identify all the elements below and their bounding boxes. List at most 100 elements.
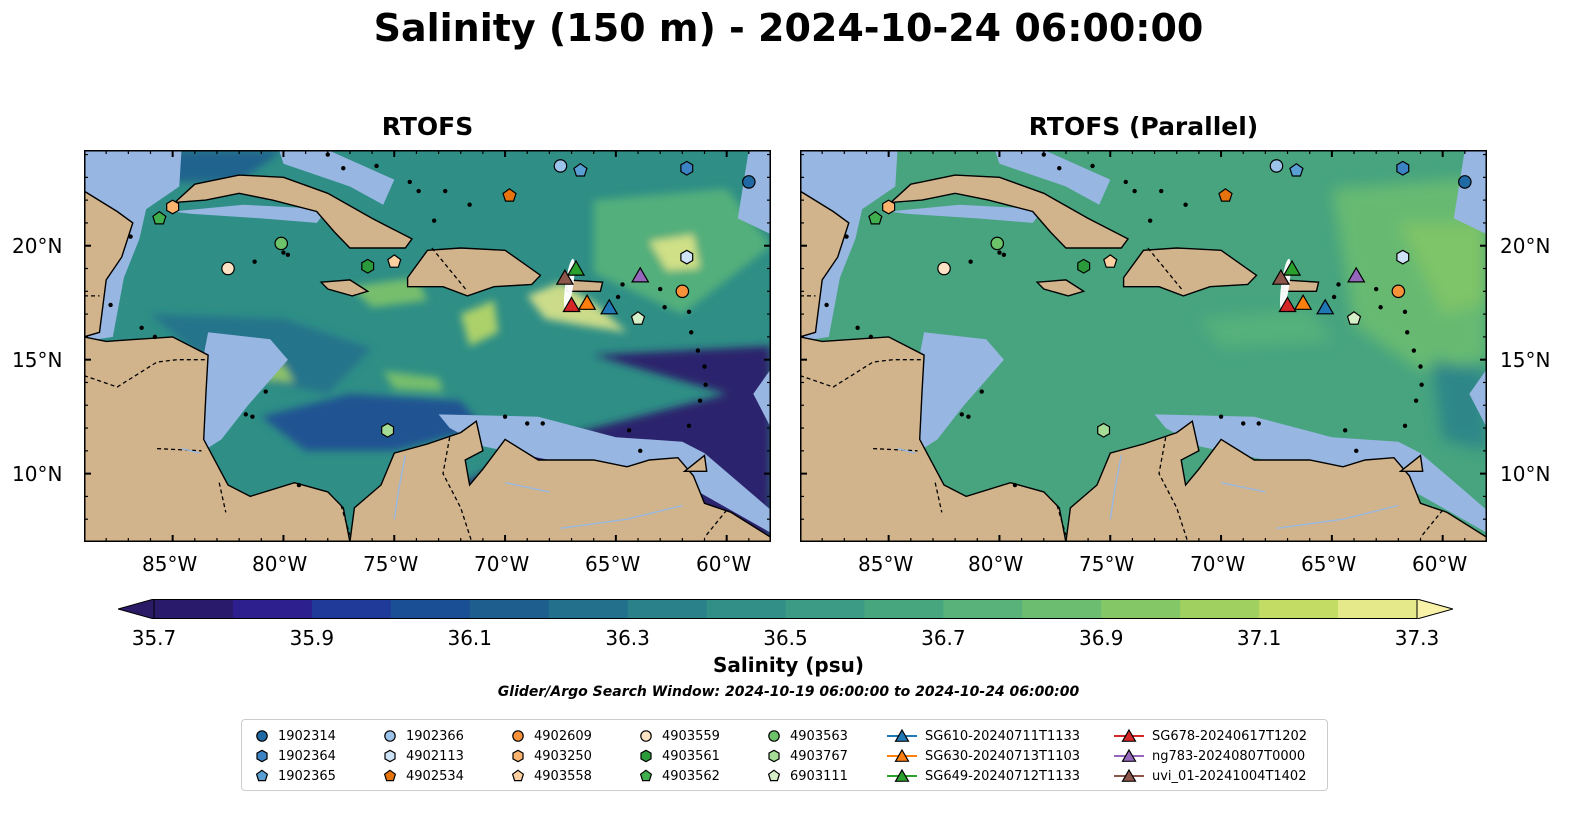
station-marker	[680, 160, 694, 176]
land-trinidad	[682, 454, 708, 472]
station-marker	[1103, 254, 1118, 268]
land-central	[800, 336, 1067, 542]
legend-label: 4903559	[662, 728, 720, 744]
salinity-map	[84, 150, 771, 542]
station-marker	[1316, 298, 1335, 315]
colorbar-segment	[1022, 599, 1102, 619]
station-marker	[680, 249, 694, 265]
legend-label: 4903562	[662, 768, 720, 784]
station-marker	[381, 422, 395, 438]
legend-marker	[768, 749, 780, 763]
legend-marker	[383, 769, 397, 782]
station-marker	[553, 159, 568, 173]
colorbar-segment	[311, 599, 392, 619]
colorbar-segment	[943, 599, 1023, 619]
station-marker	[577, 294, 597, 310]
map-panel-rtofs-parallel	[800, 150, 1487, 542]
legend-label: 4903558	[534, 768, 592, 784]
legend-label: ng783-20240807T0000	[1152, 748, 1306, 764]
legend-marker	[256, 749, 268, 763]
legend-label: 4903561	[662, 748, 720, 764]
station-marker	[742, 175, 756, 189]
legend-item: 4902113	[382, 748, 464, 764]
circle-marker-icon	[256, 730, 268, 742]
station-marker	[600, 298, 619, 315]
legend-label: 4902534	[406, 768, 464, 784]
station-marker	[573, 162, 588, 177]
legend-item: SG649-20240712T1133	[887, 768, 1080, 784]
legend-marker	[894, 768, 910, 782]
legend-label: 1902364	[278, 748, 336, 764]
legend-marker	[894, 728, 910, 742]
land-jamaica	[319, 279, 370, 297]
circle-marker-icon	[768, 730, 780, 742]
pentagon-marker-icon	[255, 769, 269, 782]
station-marker	[566, 259, 586, 276]
station-marker	[1271, 268, 1291, 285]
colorbar-tick-label: 35.7	[131, 626, 177, 650]
legend-marker	[512, 749, 524, 763]
panel-title-rtofs-parallel: RTOFS (Parallel)	[1028, 112, 1259, 141]
legend-label: 1902365	[278, 768, 336, 784]
colorbar-segment	[706, 599, 787, 619]
colorbar-segment	[864, 599, 944, 619]
legend-label: 4903767	[790, 748, 848, 764]
lon-tick-label: 60°W	[696, 552, 752, 576]
colorbar-tick-label: 36.9	[1078, 626, 1124, 650]
legend-item: SG678-20240617T1202	[1114, 728, 1307, 744]
legend-item: 1902314	[254, 728, 336, 744]
hexagon-marker-icon	[640, 749, 652, 763]
station-marker	[1218, 188, 1233, 202]
legend-item: 4902534	[382, 768, 464, 784]
colorbar-tick-label: 36.1	[447, 626, 493, 650]
legend-marker	[512, 730, 524, 742]
figure-title: Salinity (150 m) - 2024-10-24 06:00:00	[373, 6, 1204, 50]
legend-marker	[511, 769, 525, 782]
triangle-marker-icon	[887, 768, 917, 782]
land-southam	[349, 420, 771, 542]
legend-label: 4902609	[534, 728, 592, 744]
circle-marker-icon	[384, 730, 396, 742]
legend-item: 4902609	[510, 728, 592, 744]
legend-marker	[639, 769, 653, 782]
station-marker	[1396, 249, 1410, 265]
colorbar-segment	[1338, 599, 1418, 619]
triangle-marker-icon	[887, 748, 917, 762]
hexagon-marker-icon	[512, 749, 524, 763]
colorbar-label: Salinity (psu)	[712, 653, 864, 677]
land-hispaniola	[1122, 247, 1258, 297]
legend-marker	[640, 730, 652, 742]
colorbar-segment	[232, 599, 313, 619]
lon-tick-label: 85°W	[858, 552, 914, 576]
lon-tick-label: 75°W	[363, 552, 419, 576]
lon-tick-label: 80°W	[252, 552, 308, 576]
land-yucatan	[800, 190, 850, 338]
lon-tick-label: 75°W	[1079, 552, 1135, 576]
land-jamaica	[1035, 279, 1086, 297]
station-marker	[387, 254, 402, 268]
legend-item: 4903250	[510, 748, 592, 764]
colorbar-segment	[548, 599, 629, 619]
legend-item: 4903562	[638, 768, 720, 784]
station-marker	[882, 199, 896, 215]
lat-tick-label: 10°N	[1500, 462, 1551, 486]
colorbar-segment	[154, 599, 234, 619]
legend-label: 4903250	[534, 748, 592, 764]
circle-marker-icon	[512, 730, 524, 742]
triangle-marker-icon	[1114, 728, 1144, 742]
station-marker	[631, 266, 650, 283]
colorbar-segment	[627, 599, 708, 619]
legend-item: 6903111	[766, 768, 848, 784]
legend-marker	[256, 730, 268, 742]
land-hispaniola	[406, 247, 542, 297]
station-marker	[1293, 294, 1313, 310]
land-trinidad	[1398, 454, 1424, 472]
station-marker	[1282, 259, 1302, 276]
legend-item: ng783-20240807T0000	[1114, 748, 1305, 764]
legend-label: 1902314	[278, 728, 336, 744]
colorbar-tick-label: 37.3	[1394, 626, 1440, 650]
station-marker	[937, 261, 951, 276]
pentagon-marker-icon	[511, 769, 525, 782]
station-marker	[1347, 266, 1366, 283]
legend-item: uvi_01-20241004T1402	[1114, 768, 1306, 784]
